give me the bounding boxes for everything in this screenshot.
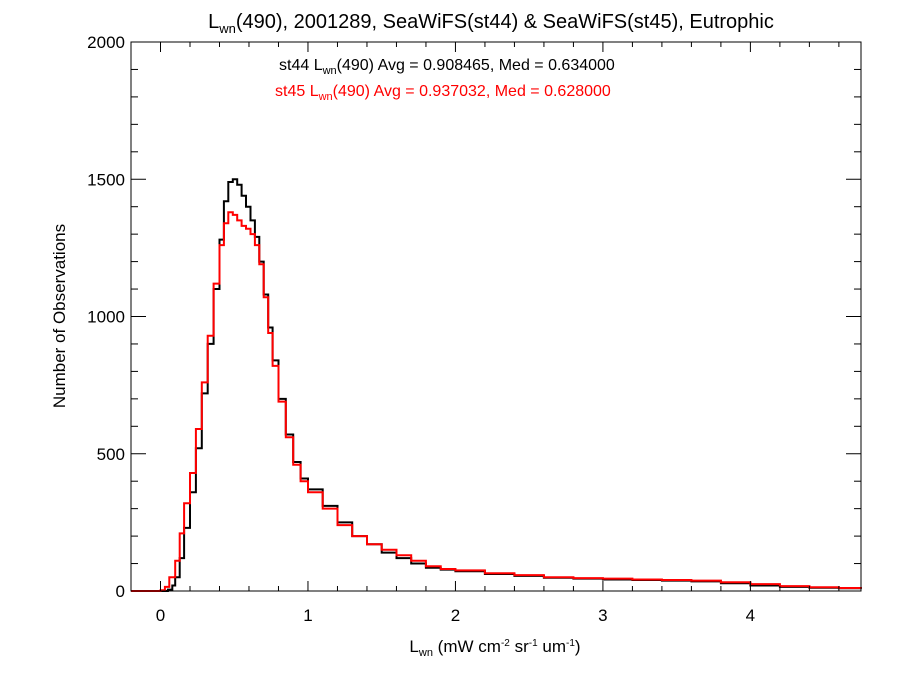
annotation-st45-post: (490) Avg = 0.937032, Med = 0.628000 — [333, 83, 611, 100]
series-line-st44 — [131, 178, 862, 592]
y-tick-label-500: 500 — [97, 445, 125, 464]
y-tick-label-2000: 2000 — [87, 33, 125, 52]
y-axis-label: Number of Observations — [50, 224, 69, 408]
x-axis-label-main-sub: wn — [418, 647, 433, 659]
x-axis-label-sup2: -1 — [529, 638, 538, 649]
x-axis-label-p3: um — [538, 637, 566, 656]
x-axis-label-p2: sr — [510, 637, 529, 656]
y-tick-label-0: 0 — [116, 582, 125, 601]
x-axis-label-p4: ) — [575, 637, 581, 656]
x-axis-label-sup1: -2 — [501, 638, 510, 649]
annotation-st45-sub: wn — [318, 91, 333, 103]
chart-title-rest: (490), 2001289, SeaWiFS(st44) & SeaWiFS(… — [236, 11, 774, 33]
x-tick-label-3: 3 — [598, 606, 607, 625]
annotation-st44-pre: st44 L — [279, 57, 323, 74]
x-axis-label-main: L — [409, 637, 418, 656]
x-axis-label-p1: (mW cm — [433, 637, 501, 656]
annotation-st45: st45 Lwn(490) Avg = 0.937032, Med = 0.62… — [275, 83, 611, 103]
y-tick-label-1500: 1500 — [87, 170, 125, 189]
annotation-st45-pre: st45 L — [275, 83, 319, 100]
x-tick-label-4: 4 — [746, 606, 755, 625]
annotation-st44-sub: wn — [322, 65, 337, 77]
x-tick-label-0: 0 — [156, 606, 165, 625]
chart-title-prefix: L — [208, 11, 219, 33]
x-axis-label: Lwn (mW cm-2 sr-1 um-1) — [409, 637, 580, 659]
annotation-st44: st44 Lwn(490) Avg = 0.908465, Med = 0.63… — [279, 57, 615, 77]
annotation-st44-post: (490) Avg = 0.908465, Med = 0.634000 — [337, 57, 615, 74]
x-tick-label-1: 1 — [303, 606, 312, 625]
x-tick-label-2: 2 — [451, 606, 460, 625]
x-axis-label-sup3: -1 — [566, 638, 575, 649]
y-tick-label-1000: 1000 — [87, 308, 125, 327]
chart-title-subscript: wn — [218, 21, 236, 36]
plot-frame — [130, 41, 862, 592]
series-line-st45 — [131, 211, 862, 592]
chart-title: Lwn(490), 2001289, SeaWiFS(st44) & SeaWi… — [208, 11, 774, 36]
